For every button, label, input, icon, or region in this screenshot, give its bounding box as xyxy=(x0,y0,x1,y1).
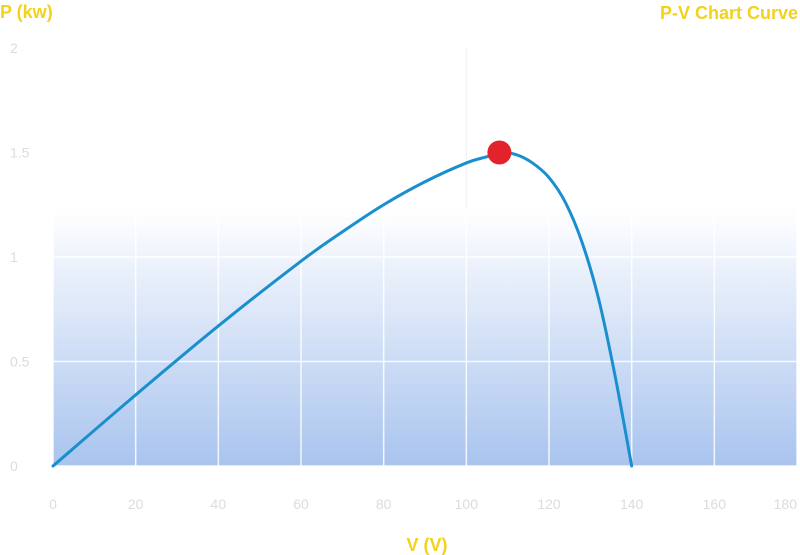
x-tick-label: 80 xyxy=(376,496,392,512)
x-tick-label: 0 xyxy=(49,496,57,512)
x-tick-label: 40 xyxy=(211,496,227,512)
y-tick-label: 2 xyxy=(10,40,18,56)
x-tick-label: 160 xyxy=(703,496,727,512)
x-tick-label: 120 xyxy=(537,496,561,512)
y-tick-label: 0.5 xyxy=(10,354,30,370)
x-tick-label: 100 xyxy=(455,496,479,512)
y-tick-label: 1 xyxy=(10,249,18,265)
max-power-point-marker xyxy=(487,140,512,165)
x-axis-label: V (V) xyxy=(406,535,447,555)
x-tick-labels: 0 20 40 60 80 100 120 140 160 180 xyxy=(49,496,797,512)
plot-background xyxy=(53,208,797,466)
y-axis-label: P (kw) xyxy=(0,2,53,22)
y-tick-label: 0 xyxy=(10,458,18,474)
x-tick-label: 140 xyxy=(620,496,644,512)
y-tick-label: 1.5 xyxy=(10,145,30,161)
chart-title: P-V Chart Curve xyxy=(660,3,798,23)
x-tick-label: 180 xyxy=(774,496,798,512)
y-tick-labels: 0 0.5 1 1.5 2 xyxy=(10,40,30,474)
x-tick-label: 20 xyxy=(128,496,144,512)
x-tick-label: 60 xyxy=(293,496,309,512)
